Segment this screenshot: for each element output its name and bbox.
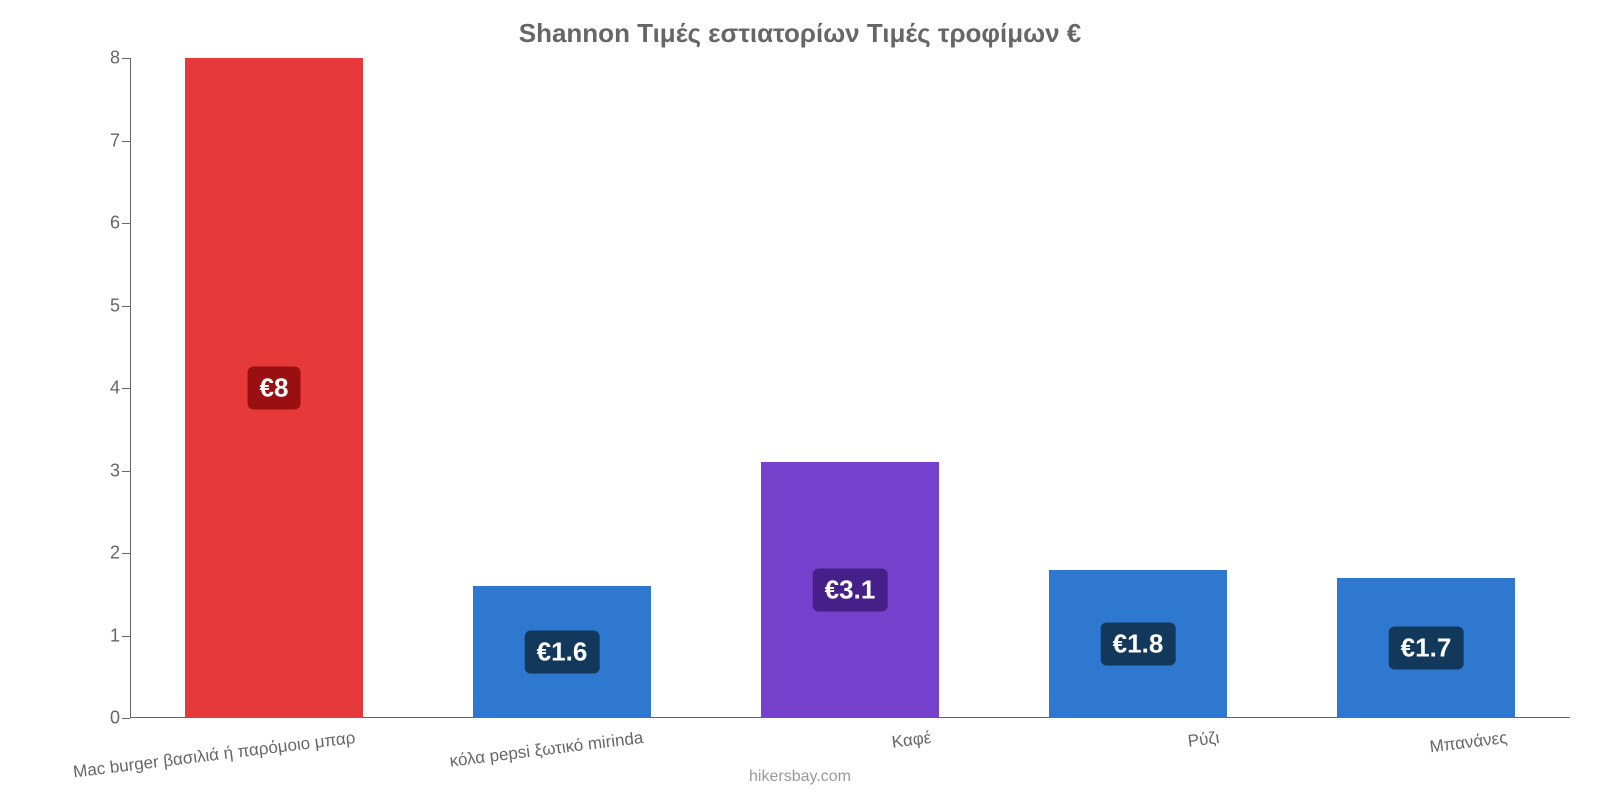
y-tick-label: 2 [60, 543, 120, 564]
y-tick-label: 8 [60, 48, 120, 69]
plot-area: 012345678€8Mac burger βασιλιά ή παρόμοιο… [130, 58, 1570, 718]
bar: €1.8 [1049, 570, 1228, 719]
y-tick [122, 388, 130, 389]
bar-value-label: €8 [248, 367, 301, 410]
y-tick [122, 58, 130, 59]
bar: €1.7 [1337, 578, 1516, 718]
chart-container: Shannon Τιμές εστιατορίων Τιμές τροφίμων… [0, 0, 1600, 800]
y-tick-label: 6 [60, 213, 120, 234]
y-tick-label: 4 [60, 378, 120, 399]
bar-value-label: €1.7 [1389, 626, 1464, 669]
bar: €3.1 [761, 462, 940, 718]
y-tick-label: 1 [60, 625, 120, 646]
y-tick-label: 5 [60, 295, 120, 316]
bar-value-label: €1.8 [1101, 622, 1176, 665]
bar-value-label: €1.6 [525, 631, 600, 674]
bar: €1.6 [473, 586, 652, 718]
y-tick [122, 636, 130, 637]
y-tick-label: 7 [60, 130, 120, 151]
chart-title: Shannon Τιμές εστιατορίων Τιμές τροφίμων… [0, 18, 1600, 49]
bar-value-label: €3.1 [813, 569, 888, 612]
y-tick [122, 306, 130, 307]
y-tick [122, 471, 130, 472]
y-tick-label: 0 [60, 708, 120, 729]
y-axis-line [130, 58, 131, 718]
y-tick [122, 223, 130, 224]
y-tick-label: 3 [60, 460, 120, 481]
y-tick [122, 718, 130, 719]
y-tick [122, 141, 130, 142]
y-tick [122, 553, 130, 554]
watermark-text: hikersbay.com [0, 768, 1600, 786]
bar: €8 [185, 58, 364, 718]
